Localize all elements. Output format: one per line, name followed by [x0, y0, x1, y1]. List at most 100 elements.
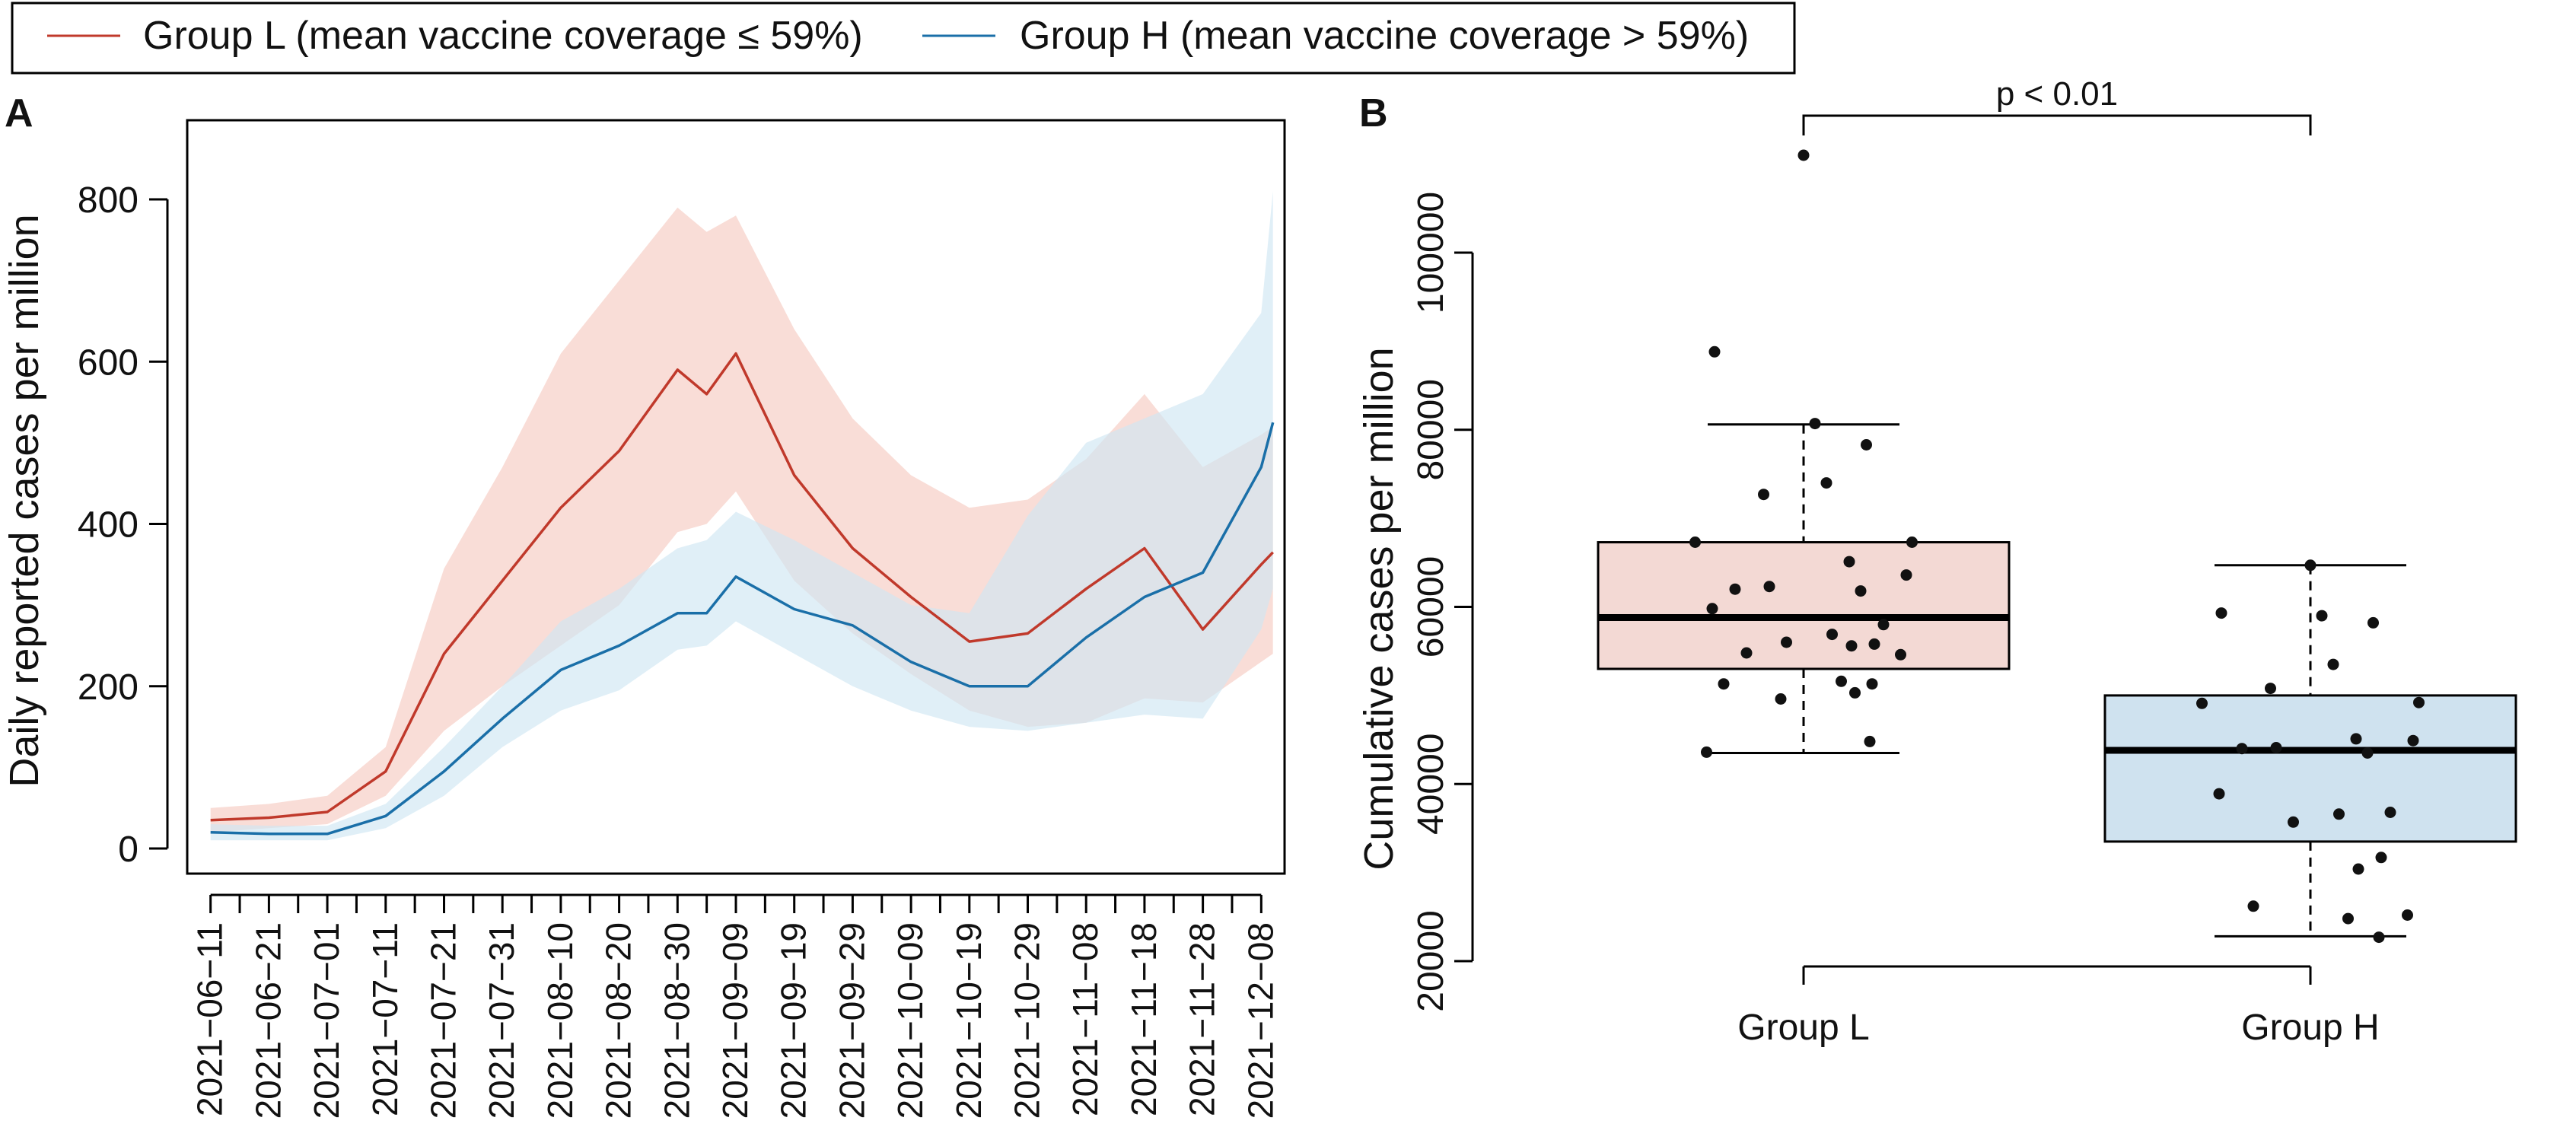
y-tick-label: 60000 [1411, 556, 1451, 657]
x-tick-label: 2021−07−11 [365, 922, 405, 1116]
data-point-group-h [2350, 733, 2362, 745]
x-tick-label: 2021−09−19 [774, 922, 814, 1119]
x-tick-label: Group H [2241, 1008, 2379, 1048]
y-tick-label: 400 [78, 505, 139, 546]
data-point-group-l [1900, 569, 1912, 581]
data-point-group-h [2236, 743, 2248, 755]
legend: Group L (mean vaccine coverage ≤ 59%) Gr… [11, 2, 1796, 75]
data-point-group-l [1797, 149, 1810, 161]
data-point-group-h [2270, 742, 2282, 753]
data-point-group-h [2215, 607, 2227, 619]
data-point-group-h [2327, 658, 2339, 670]
data-point-group-h [2407, 734, 2419, 747]
panel-a-y-axis: 0 200 400 600 800 [78, 180, 169, 870]
data-point-group-l [1895, 648, 1906, 661]
panel-a-plot-frame [186, 119, 1286, 875]
data-point-group-l [1763, 581, 1775, 593]
data-point-group-l [1826, 629, 1838, 641]
data-point-group-h [2304, 559, 2316, 572]
data-point-group-l [1820, 477, 1832, 489]
legend-label-group-l: Group L (mean vaccine coverage ≤ 59%) [143, 14, 863, 58]
x-tick-label: 2021−10−29 [1008, 922, 1047, 1119]
data-point-group-l [1809, 418, 1821, 430]
panel-a-y-axis-label: Daily reported cases per million [2, 214, 47, 787]
data-point-group-l [1849, 686, 1861, 699]
y-tick-label: 800 [78, 180, 139, 221]
data-point-group-l [1845, 640, 1858, 652]
y-tick-label: 20000 [1411, 910, 1451, 1011]
x-tick-label: 2021−08−30 [657, 922, 696, 1119]
x-tick-label: 2021−10−19 [949, 922, 989, 1119]
y-tick-label: 100000 [1411, 192, 1451, 314]
data-point-group-l [1906, 536, 1918, 548]
x-tick-label: 2021−10−09 [890, 922, 930, 1119]
data-point-group-l [1706, 603, 1718, 615]
panel-label-b: B [1359, 91, 1388, 135]
data-point-group-l [1868, 638, 1880, 650]
panel-b-points [1689, 149, 2425, 944]
data-point-group-l [1866, 678, 1878, 690]
data-point-group-l [1836, 675, 1847, 687]
panel-b-y-axis: 20000 40000 60000 80000 100000 [1411, 192, 1474, 1012]
data-point-group-h [2361, 747, 2374, 759]
data-point-group-h [2384, 807, 2396, 818]
data-point-group-l [1708, 345, 1721, 358]
data-point-group-h [2316, 610, 2328, 622]
data-point-group-l [1718, 678, 1730, 690]
y-tick-label: 200 [78, 667, 139, 708]
data-point-group-h [2402, 909, 2413, 921]
data-point-group-l [1843, 556, 1855, 568]
data-point-group-h [2196, 697, 2208, 709]
data-point-group-h [2373, 931, 2385, 944]
data-point-group-l [1775, 693, 1787, 705]
data-point-group-l [1877, 619, 1890, 631]
data-point-group-l [1740, 647, 1753, 659]
data-point-group-h [2375, 852, 2387, 864]
data-point-group-l [1781, 636, 1792, 648]
x-tick-label: 2021−12−08 [1240, 922, 1280, 1119]
series-line-group-h [210, 422, 1275, 836]
x-tick-label: 2021−07−01 [307, 922, 346, 1119]
x-tick-label: Group L [1737, 1008, 1869, 1048]
panel-label-a: A [5, 91, 33, 135]
x-tick-label: 2021−08−10 [540, 922, 580, 1119]
x-tick-label: 2021−07−21 [424, 922, 463, 1119]
series-line-group-l [210, 352, 1274, 822]
y-tick-label: 600 [78, 342, 139, 383]
significance-bracket-line [1802, 114, 2312, 135]
x-tick-label: 2021−11−28 [1183, 922, 1222, 1116]
x-tick-label: 2021−06−11 [190, 922, 230, 1116]
y-tick-label: 0 [118, 829, 139, 870]
y-tick-label: 40000 [1411, 734, 1451, 835]
panel-a-x-axis: 2021−06−11 2021−06−21 2021−07−01 2021−07−11… [190, 893, 1280, 1119]
data-point-group-h [2288, 816, 2299, 828]
x-tick-label: 2021−09−09 [715, 922, 755, 1119]
y-tick-label: 80000 [1411, 379, 1451, 480]
legend-frame [11, 2, 1796, 75]
panel-a-lines [210, 352, 1275, 836]
significance-bracket: p < 0.01 [1802, 75, 2312, 135]
panel-b-x-axis: Group L Group H [1737, 965, 2380, 1048]
box-group-h [2103, 694, 2517, 843]
panel-b-y-axis-label: Cumulative cases per million [1356, 347, 1402, 870]
p-value-annotation: p < 0.01 [1996, 75, 2118, 113]
data-point-group-h [2247, 900, 2259, 912]
confidence-band-group-h [210, 191, 1273, 841]
legend-label-group-h: Group H (mean vaccine coverage > 59%) [1020, 14, 1749, 58]
data-point-group-h [2265, 683, 2276, 695]
panel-a-bands [210, 191, 1273, 841]
data-point-group-l [1758, 489, 1769, 501]
x-tick-label: 2021−06−21 [248, 922, 288, 1119]
data-point-group-h [2333, 808, 2345, 820]
x-tick-label: 2021−09−29 [832, 922, 871, 1119]
data-point-group-l [1855, 585, 1867, 597]
x-tick-label: 2021−11−08 [1065, 922, 1105, 1116]
x-tick-label: 2021−07−31 [482, 922, 521, 1119]
data-point-group-l [1864, 735, 1876, 747]
data-point-group-h [2342, 912, 2354, 925]
data-point-group-h [2352, 863, 2364, 875]
data-point-group-h [2367, 616, 2379, 629]
